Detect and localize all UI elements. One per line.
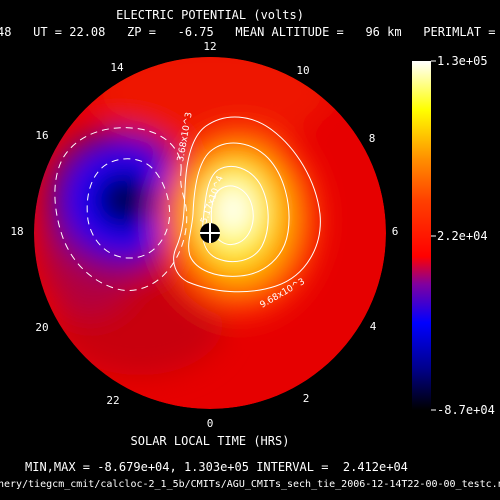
tick-label-22: 22 — [106, 394, 119, 407]
chart-subtitle: 48 UT = 22.08 ZP = -6.75 MEAN ALTITUDE =… — [0, 25, 500, 39]
colorbar-gradient — [412, 61, 431, 410]
x-axis-label: SOLAR LOCAL TIME (HRS) — [130, 434, 290, 448]
min-max-summary: MIN,MAX = -8.679e+04, 1.303e+05 INTERVAL… — [25, 460, 408, 474]
contour-negative-inner — [86, 158, 171, 259]
contour-positive-3 — [201, 166, 269, 262]
tick-label-16: 16 — [35, 129, 48, 142]
file-path: nery/tiegcm_cmit/calcloc-2_1_5b/CMITs/AG… — [0, 479, 500, 490]
contour-positive-4 — [210, 185, 254, 245]
tick-label-8: 8 — [369, 132, 376, 145]
chart-title: ELECTRIC POTENTIAL (volts) — [116, 8, 304, 22]
tick-label-2: 2 — [303, 392, 310, 405]
contour-positive-1 — [173, 116, 321, 293]
tick-label-12: 12 — [203, 40, 216, 53]
tick-label-4: 4 — [370, 320, 377, 333]
contour-lines — [54, 116, 321, 293]
colorbar-label-max: 1.3e+05 — [437, 54, 488, 68]
contour-positive-2 — [188, 142, 290, 277]
tick-label-0: 0 — [207, 417, 214, 430]
colorbar-label-mid: 2.2e+04 — [437, 229, 488, 243]
tick-label-10: 10 — [296, 64, 309, 77]
tick-label-14: 14 — [110, 61, 124, 74]
tick-label-20: 20 — [35, 321, 48, 334]
tick-label-6: 6 — [392, 225, 399, 238]
colorbar-label-min: -8.7e+04 — [437, 403, 495, 417]
contour-negative-outer — [54, 127, 188, 291]
colorbar: 1.3e+05 2.2e+04 -8.7e+04 — [412, 54, 495, 417]
crosshair-circle-icon — [200, 223, 220, 243]
tick-label-18: 18 — [10, 225, 23, 238]
